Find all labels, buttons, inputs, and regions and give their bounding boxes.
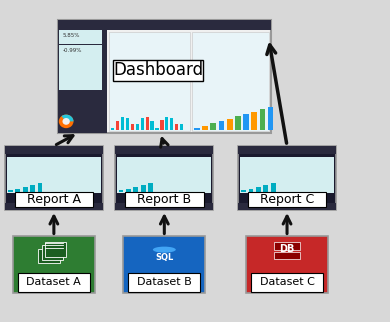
- Bar: [119, 190, 123, 192]
- Bar: [165, 117, 168, 130]
- Bar: [140, 185, 145, 192]
- Bar: [5, 146, 103, 154]
- Text: Report C: Report C: [260, 193, 314, 206]
- Bar: [58, 20, 271, 30]
- Bar: [115, 146, 213, 154]
- Bar: [140, 118, 144, 130]
- Bar: [148, 183, 153, 192]
- Text: DB: DB: [279, 244, 295, 254]
- FancyBboxPatch shape: [246, 236, 328, 293]
- Bar: [263, 185, 268, 192]
- Bar: [194, 128, 200, 130]
- Bar: [260, 109, 265, 130]
- Bar: [256, 187, 261, 192]
- Bar: [5, 203, 103, 210]
- Bar: [170, 118, 173, 130]
- Circle shape: [59, 115, 73, 128]
- FancyBboxPatch shape: [58, 20, 271, 133]
- Ellipse shape: [153, 260, 176, 266]
- Text: Dataset B: Dataset B: [137, 278, 192, 288]
- Bar: [59, 60, 102, 75]
- Bar: [202, 126, 208, 130]
- Bar: [271, 183, 276, 192]
- Bar: [160, 120, 163, 130]
- Bar: [136, 124, 139, 130]
- FancyBboxPatch shape: [128, 273, 200, 292]
- FancyBboxPatch shape: [13, 236, 95, 293]
- Bar: [16, 189, 20, 192]
- Bar: [23, 187, 28, 192]
- Bar: [240, 157, 334, 193]
- Bar: [274, 251, 300, 259]
- Bar: [238, 203, 336, 210]
- Bar: [274, 242, 300, 250]
- Text: -0.99%: -0.99%: [63, 48, 82, 53]
- Text: Report A: Report A: [27, 193, 81, 206]
- Ellipse shape: [153, 247, 176, 253]
- Bar: [38, 249, 60, 263]
- Text: SQL: SQL: [155, 253, 174, 262]
- Bar: [42, 245, 63, 260]
- Text: Dataset A: Dataset A: [27, 278, 81, 288]
- Text: 5.85%: 5.85%: [63, 33, 80, 38]
- Bar: [59, 30, 102, 44]
- Bar: [219, 121, 224, 130]
- Bar: [235, 116, 241, 130]
- Bar: [211, 123, 216, 130]
- Bar: [227, 118, 232, 130]
- Bar: [131, 124, 134, 130]
- Circle shape: [62, 118, 70, 125]
- Bar: [252, 112, 257, 130]
- FancyBboxPatch shape: [5, 146, 103, 210]
- Bar: [180, 124, 183, 130]
- Bar: [238, 146, 336, 154]
- Bar: [151, 121, 154, 130]
- Bar: [126, 189, 131, 192]
- FancyBboxPatch shape: [18, 273, 90, 292]
- Bar: [58, 30, 107, 133]
- Bar: [192, 32, 269, 131]
- Bar: [8, 190, 13, 192]
- Text: Dataset C: Dataset C: [260, 278, 314, 288]
- Text: Dashboard: Dashboard: [113, 62, 203, 80]
- Wedge shape: [61, 115, 73, 121]
- Bar: [109, 32, 190, 131]
- Bar: [37, 183, 43, 192]
- Bar: [145, 117, 149, 130]
- FancyBboxPatch shape: [113, 60, 203, 81]
- Bar: [155, 128, 159, 130]
- Text: Report B: Report B: [137, 193, 191, 206]
- FancyBboxPatch shape: [248, 192, 326, 207]
- FancyBboxPatch shape: [251, 273, 323, 292]
- Bar: [7, 157, 101, 193]
- Bar: [121, 117, 124, 130]
- Bar: [117, 157, 211, 193]
- Bar: [133, 187, 138, 192]
- Bar: [116, 120, 119, 130]
- FancyBboxPatch shape: [14, 192, 93, 207]
- FancyBboxPatch shape: [238, 146, 336, 210]
- Bar: [243, 114, 249, 130]
- FancyBboxPatch shape: [123, 236, 205, 293]
- FancyBboxPatch shape: [115, 146, 213, 210]
- Bar: [30, 185, 35, 192]
- Bar: [175, 124, 178, 130]
- Bar: [45, 242, 66, 257]
- FancyBboxPatch shape: [125, 192, 204, 207]
- Bar: [126, 118, 129, 130]
- Bar: [248, 189, 254, 192]
- Bar: [59, 75, 102, 90]
- Bar: [111, 128, 114, 130]
- Bar: [153, 250, 176, 263]
- Bar: [59, 45, 102, 60]
- Bar: [241, 190, 246, 192]
- Bar: [268, 107, 273, 130]
- Bar: [115, 203, 213, 210]
